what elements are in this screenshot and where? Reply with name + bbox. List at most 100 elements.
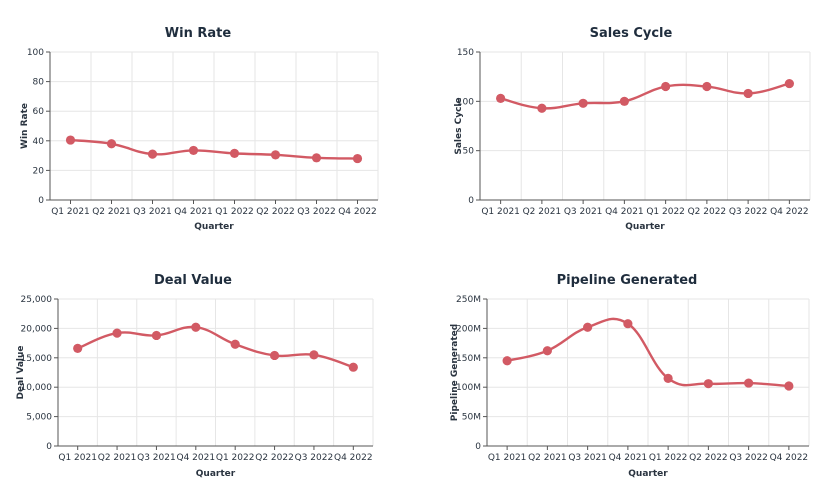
pipeline-generated-y-tick-label: 50M <box>462 413 481 423</box>
pipeline-generated-data-point[interactable] <box>703 379 713 389</box>
win-rate-data-point[interactable] <box>311 153 322 163</box>
deal-value-x-tick-label: Q4 2021 <box>177 453 216 463</box>
win-rate-title: Win Rate <box>165 26 232 41</box>
win-rate-data-point[interactable] <box>106 139 117 149</box>
win-rate-y-axis-title: Win Rate <box>20 103 30 149</box>
pipeline-generated-y-tick-label: 100M <box>456 383 481 393</box>
deal-value-x-tick-label: Q3 2022 <box>295 453 334 463</box>
win-rate-y-tick-label: 40 <box>33 137 45 147</box>
deal-value-data-point[interactable] <box>191 322 201 332</box>
sales-cycle-x-tick-label: Q3 2022 <box>729 207 768 217</box>
pipeline-generated-data-point[interactable] <box>623 319 633 329</box>
pipeline-generated-data-point[interactable] <box>744 378 754 388</box>
sales-cycle-x-tick-label: Q2 2022 <box>688 207 727 217</box>
sales-cycle-data-point[interactable] <box>784 78 794 89</box>
sales-cycle-y-tick-label: 100 <box>457 97 474 107</box>
pipeline-generated-data-point[interactable] <box>784 381 794 391</box>
pipeline-generated-y-tick-label: 200M <box>456 324 481 334</box>
win-rate-data-point[interactable] <box>147 149 158 159</box>
sales-cycle-y-tick-label: 150 <box>457 48 474 58</box>
sales-cycle-x-tick-label: Q4 2022 <box>770 207 809 217</box>
pipeline-generated-x-tick-label: Q3 2021 <box>568 453 607 463</box>
pipeline-generated-y-tick-label: 150M <box>456 354 481 364</box>
pipeline-generated-y-tick-label: 0 <box>475 442 481 452</box>
deal-value-y-tick-label: 5,000 <box>26 413 52 423</box>
win-rate-data-point[interactable] <box>270 150 281 160</box>
pipeline-generated-x-tick-label: Q1 2022 <box>649 453 688 463</box>
pipeline-generated-x-tick-label: Q4 2021 <box>609 453 648 463</box>
deal-value-title: Deal Value <box>154 273 232 288</box>
deal-value-data-point[interactable] <box>269 350 280 361</box>
pipeline-generated-x-axis-title: Quarter <box>628 469 668 479</box>
deal-value-x-tick-label: Q1 2022 <box>216 453 255 463</box>
deal-value-x-tick-label: Q2 2022 <box>255 453 294 463</box>
pipeline-generated-x-tick-label: Q1 2021 <box>488 453 527 463</box>
deal-value-y-axis-title: Deal Value <box>16 345 26 399</box>
win-rate-x-tick-label: Q3 2021 <box>133 207 172 217</box>
win-rate-data-point[interactable] <box>229 148 240 158</box>
pipeline-generated-data-point[interactable] <box>663 373 673 383</box>
sales-cycle-x-tick-label: Q3 2021 <box>564 207 603 217</box>
pipeline-generated-x-tick-label: Q3 2022 <box>729 453 768 463</box>
win-rate-x-tick-label: Q1 2022 <box>215 207 254 217</box>
win-rate-data-point[interactable] <box>188 145 199 156</box>
deal-value-data-point[interactable] <box>309 350 319 360</box>
sales-cycle-data-point[interactable] <box>743 88 753 99</box>
win-rate-y-tick-label: 20 <box>33 166 45 176</box>
win-rate-data-point[interactable] <box>65 135 76 145</box>
pipeline-generated-title: Pipeline Generated <box>557 273 698 288</box>
sales-cycle-y-tick-label: 0 <box>468 196 474 206</box>
deal-value-x-tick-label: Q3 2021 <box>137 453 176 463</box>
deal-value-y-tick-label: 10,000 <box>21 383 53 393</box>
win-rate-y-tick-label: 60 <box>33 107 45 117</box>
deal-value-x-tick-label: Q2 2021 <box>98 453 137 463</box>
sales-cycle-x-axis-title: Quarter <box>625 222 665 232</box>
deal-value-data-point[interactable] <box>112 328 122 338</box>
win-rate-y-tick-label: 100 <box>27 48 44 58</box>
sales-cycle-data-point[interactable] <box>619 96 629 106</box>
deal-value-x-tick-label: Q4 2022 <box>334 453 373 463</box>
win-rate-x-tick-label: Q1 2021 <box>51 207 90 217</box>
win-rate-x-tick-label: Q2 2022 <box>256 207 295 217</box>
deal-value-data-point[interactable] <box>230 339 240 349</box>
deal-value-data-point[interactable] <box>348 362 358 372</box>
win-rate-x-tick-label: Q4 2022 <box>338 207 377 217</box>
pipeline-generated-y-axis-title: Pipeline Generated <box>450 324 460 421</box>
pipeline-generated-y-tick-label: 250M <box>456 295 481 305</box>
win-rate-x-tick-label: Q2 2021 <box>92 207 131 217</box>
deal-value-x-axis-title: Quarter <box>196 469 236 479</box>
win-rate-x-tick-label: Q4 2021 <box>174 207 213 217</box>
sales-cycle-y-tick-label: 50 <box>463 147 475 157</box>
deal-value-y-tick-label: 20,000 <box>21 324 53 334</box>
sales-cycle-data-point[interactable] <box>702 81 712 92</box>
sales-cycle-x-tick-label: Q1 2021 <box>481 207 520 217</box>
deal-value-x-tick-label: Q1 2021 <box>58 453 97 463</box>
sales-cycle-data-point[interactable] <box>578 98 588 108</box>
win-rate-x-axis-title: Quarter <box>194 222 234 232</box>
pipeline-generated-data-point[interactable] <box>583 322 593 332</box>
sales-cycle-data-point[interactable] <box>537 103 547 113</box>
sales-cycle-data-point[interactable] <box>496 93 506 103</box>
sales-cycle-data-point[interactable] <box>661 81 671 92</box>
deal-value-data-point[interactable] <box>73 343 83 353</box>
pipeline-generated-series-line <box>506 317 789 388</box>
pipeline-generated-x-tick-label: Q4 2022 <box>770 453 809 463</box>
win-rate-data-point[interactable] <box>352 153 363 164</box>
pipeline-generated-data-point[interactable] <box>502 356 512 366</box>
sales-cycle-y-axis-title: Sales Cycle <box>454 97 464 154</box>
win-rate-y-tick-label: 0 <box>38 196 44 206</box>
deal-value-y-tick-label: 0 <box>46 442 52 452</box>
deal-value-y-tick-label: 25,000 <box>21 295 53 305</box>
sales-cycle-x-tick-label: Q4 2021 <box>605 207 644 217</box>
pipeline-generated-data-point[interactable] <box>542 346 552 356</box>
win-rate-x-tick-label: Q3 2022 <box>297 207 336 217</box>
sales-cycle-x-tick-label: Q2 2021 <box>523 207 562 217</box>
sales-cycle-x-tick-label: Q1 2022 <box>646 207 685 217</box>
win-rate-y-tick-label: 80 <box>33 78 45 88</box>
deal-value-data-point[interactable] <box>151 330 162 341</box>
